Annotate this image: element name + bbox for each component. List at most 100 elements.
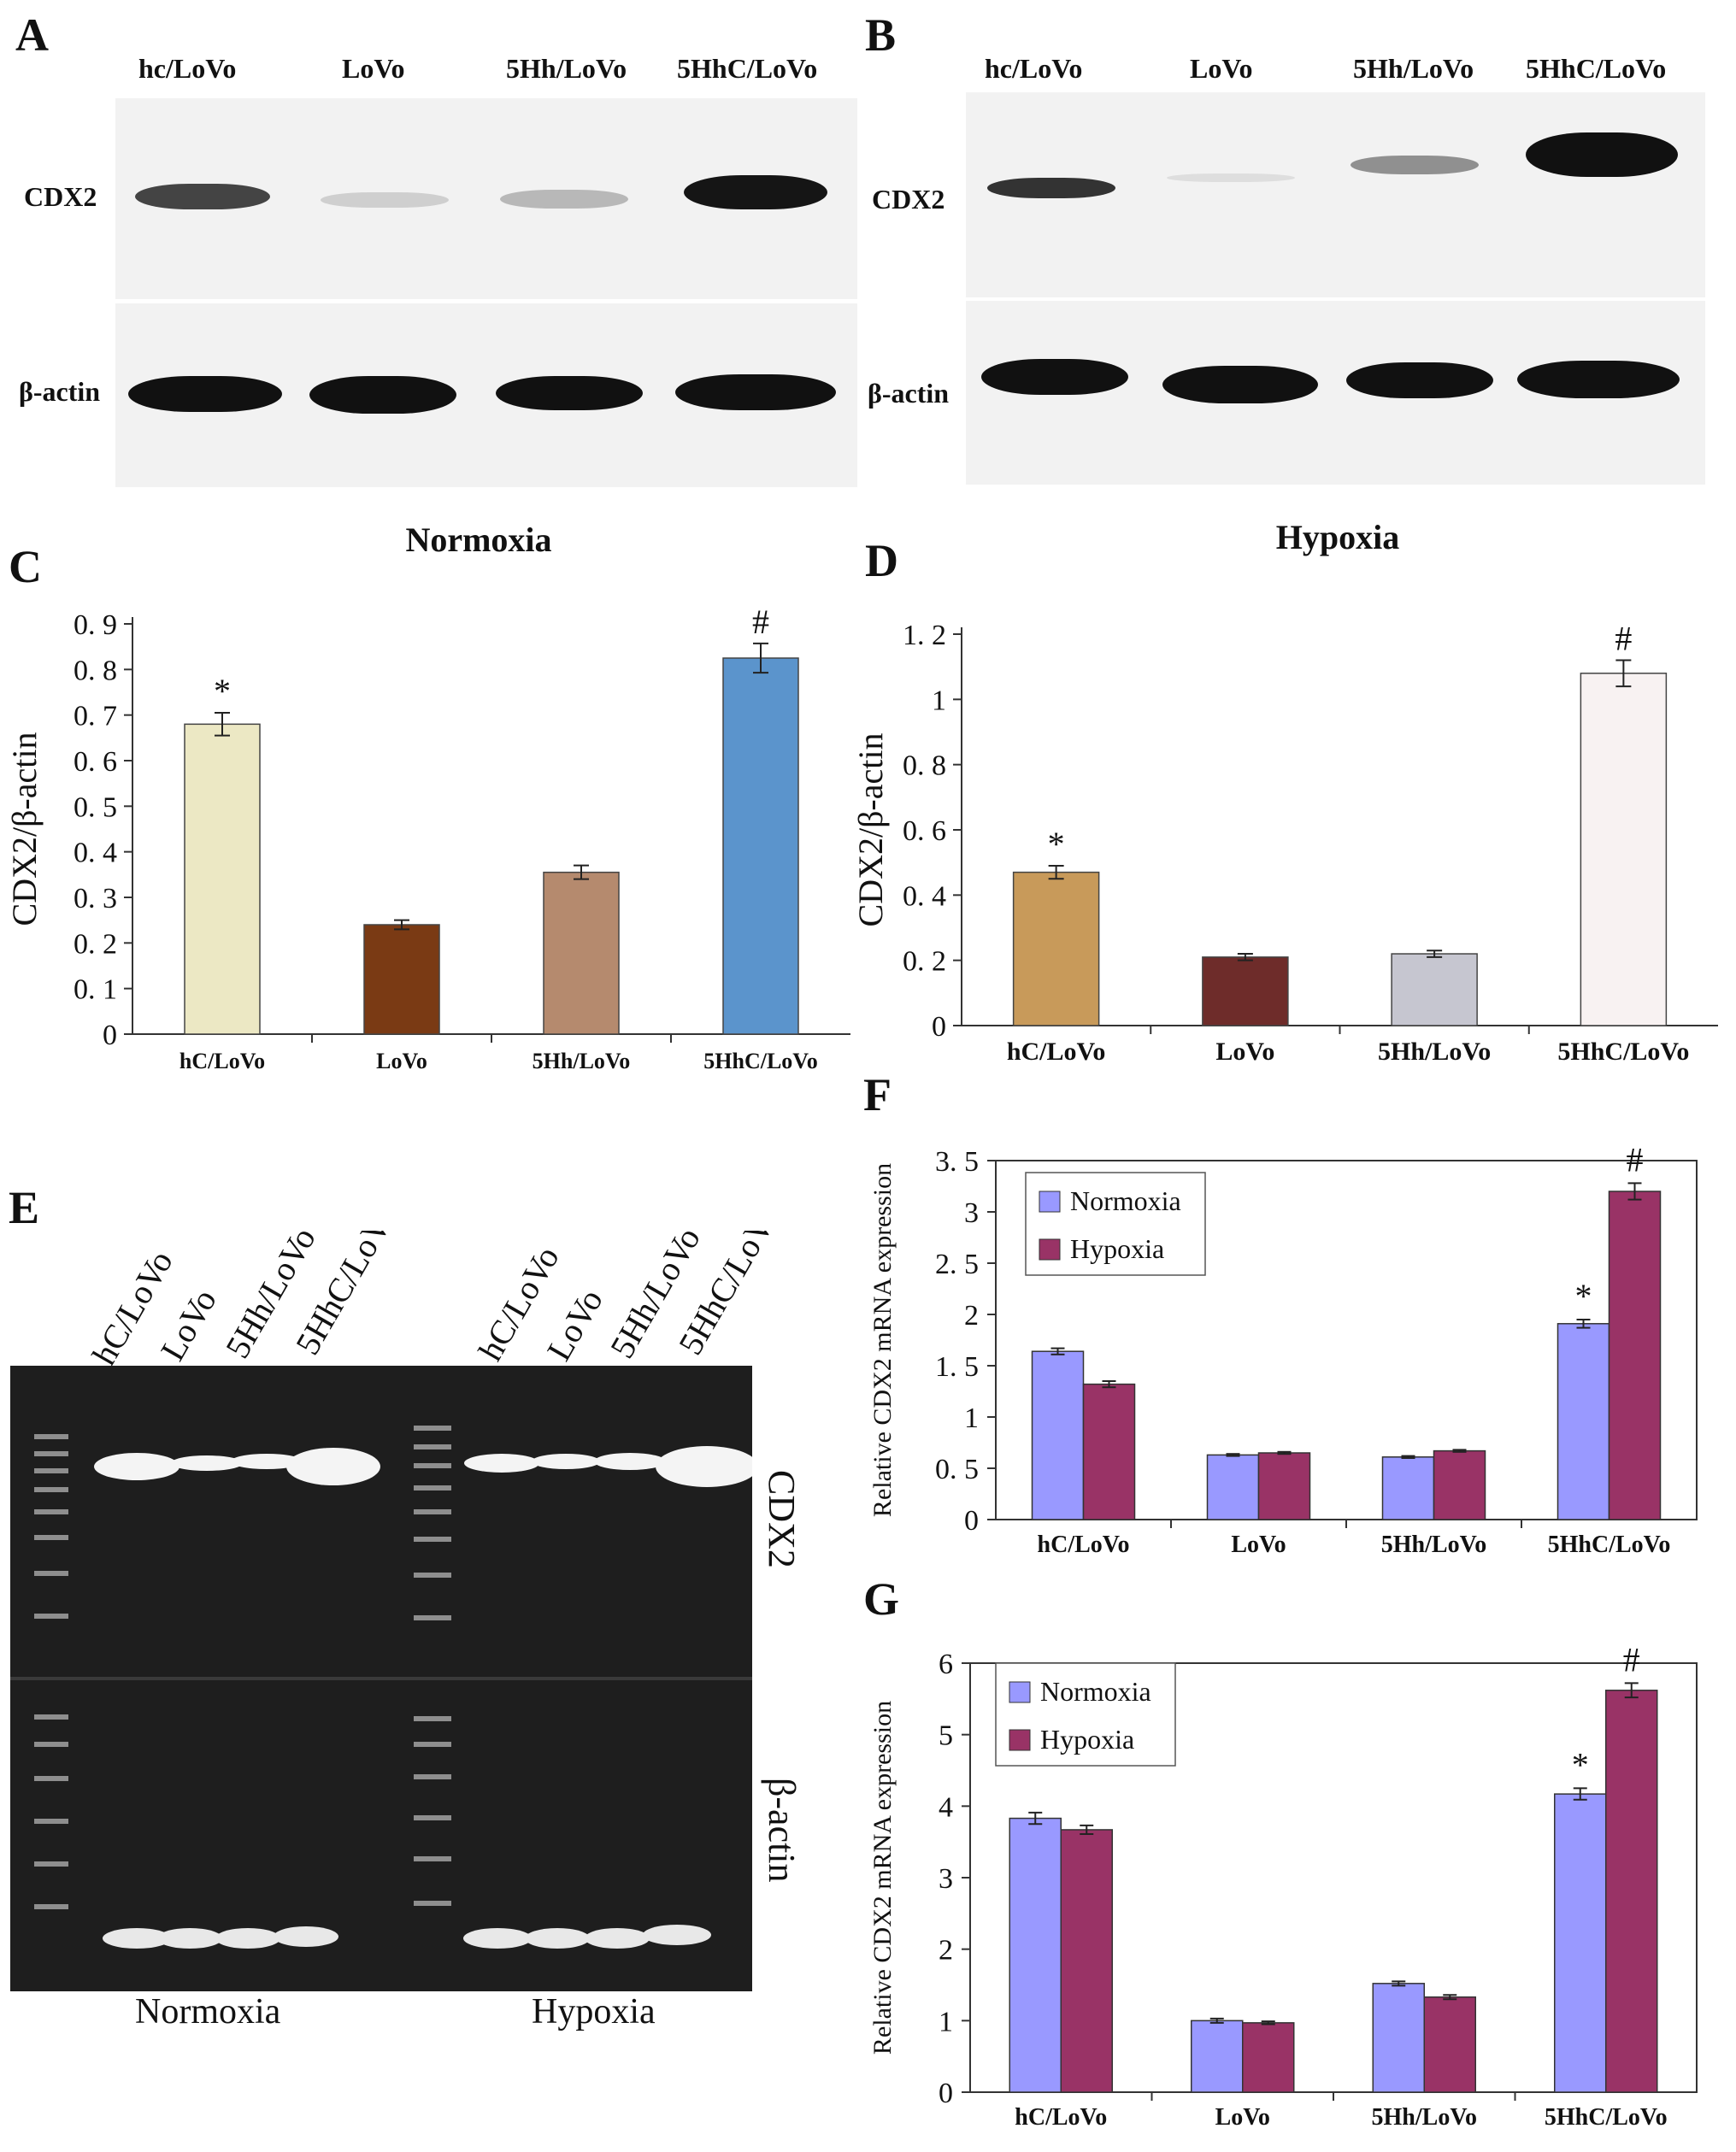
- y-tick-label: 2. 5: [935, 1249, 979, 1280]
- blot-b-lane-label: 5Hh/LoVo: [1353, 53, 1474, 84]
- blot-a-actin-band: [675, 374, 836, 410]
- x-tick-label: hC/LoVo: [1038, 1532, 1130, 1558]
- bar: [1191, 2020, 1244, 2093]
- blot-b-actin-band: [1346, 362, 1493, 398]
- y-tick-label: 3: [939, 1863, 953, 1895]
- x-tick-label: 5Hh/LoVo: [1381, 1532, 1486, 1558]
- significance-mark: *: [1048, 825, 1065, 863]
- blot-b-actin-band: [1517, 361, 1680, 398]
- y-tick-label: 1. 2: [903, 620, 946, 651]
- panel-a-letter: A: [15, 9, 49, 61]
- blot-b-actin-band: [981, 359, 1128, 395]
- gel-band: [231, 1454, 303, 1469]
- y-tick-label: 0. 3: [74, 883, 117, 914]
- gel-band: [656, 1446, 752, 1487]
- x-tick-label: 5Hh/LoVo: [1378, 1038, 1491, 1066]
- bar: [1605, 1690, 1658, 2093]
- chart-d-hypoxia: Hypoxia CDX2/β-actin 0 0. 2 0. 4 0. 6 0. 8 1 1. …: [855, 518, 1718, 1066]
- x-tick-label: 5HhC/LoVo: [1545, 2104, 1668, 2131]
- x-tick-label: LoVo: [1231, 1532, 1286, 1558]
- legend-label: Normoxia: [1070, 1185, 1181, 1216]
- blot-b-lane-label: 5HhC/LoVo: [1526, 53, 1667, 84]
- bar: [1031, 1350, 1085, 1520]
- y-tick-label: 1: [939, 2006, 953, 2037]
- significance-mark: #: [1627, 1140, 1644, 1179]
- y-tick-label: 0. 5: [935, 1454, 979, 1485]
- blot-a-actin-band: [309, 376, 456, 414]
- gel-band: [286, 1448, 380, 1485]
- y-tick-label: 0. 8: [74, 655, 117, 686]
- bar: [722, 657, 799, 1035]
- blot-b-cdx2-band: [1167, 173, 1295, 182]
- chart-title: Hypoxia: [1276, 518, 1399, 556]
- y-tick-label: 0. 9: [74, 609, 117, 641]
- y-tick-label: 0: [103, 1020, 117, 1051]
- y-tick-label: 2: [964, 1300, 979, 1332]
- blot-a-lane-label: hc/LoVo: [138, 53, 237, 84]
- bar: [363, 924, 440, 1035]
- bar: [1372, 1983, 1425, 2093]
- gel-bottom-label-hypoxia: Hypoxia: [532, 1992, 656, 2031]
- y-tick-label: 0. 7: [74, 701, 117, 732]
- y-axis-label: Relative CDX2 mRNA expression: [868, 1163, 897, 1517]
- y-tick-label: 3. 5: [935, 1146, 979, 1178]
- x-tick-label: LoVo: [376, 1049, 427, 1073]
- bar: [1554, 1793, 1607, 2093]
- y-tick-label: 0. 1: [74, 974, 117, 1006]
- y-tick-label: 0. 8: [903, 750, 946, 782]
- gel-band: [274, 1926, 338, 1947]
- y-tick-label: 0. 5: [74, 791, 117, 823]
- y-axis-label: CDX2/β-actin: [855, 733, 890, 927]
- blot-b-lane-label: hc/LoVo: [985, 53, 1083, 84]
- blot-a-cdx2-band: [321, 192, 449, 208]
- x-tick-label: hC/LoVo: [179, 1049, 265, 1073]
- gel-bands: [34, 1426, 752, 1949]
- blot-a-actin-band: [496, 376, 643, 410]
- chart-title: Normoxia: [405, 520, 551, 559]
- gel-band: [215, 1928, 280, 1949]
- significance-mark: *: [1572, 1745, 1589, 1784]
- y-tick-label: 0. 4: [903, 880, 946, 912]
- bar: [543, 871, 620, 1035]
- panel-b-letter: B: [865, 9, 897, 61]
- x-tick-label: LoVo: [1215, 2104, 1270, 2131]
- bar: [1206, 1454, 1260, 1520]
- blot-b-actin-band: [1162, 366, 1318, 403]
- gel-band: [103, 1928, 171, 1949]
- bar: [1391, 953, 1478, 1026]
- blot-b-row-label-cdx2: CDX2: [872, 184, 945, 215]
- significance-mark: #: [1615, 620, 1632, 658]
- gel-band: [594, 1453, 666, 1470]
- gel-actin-bands: [103, 1925, 711, 1949]
- y-tick-label: 1: [932, 685, 946, 716]
- y-tick-label: 0. 2: [903, 946, 946, 978]
- panel-g-letter: G: [863, 1573, 900, 1625]
- bar: [1433, 1449, 1486, 1520]
- blot-a-cdx2-band: [500, 190, 628, 209]
- panel-f-letter: F: [863, 1069, 892, 1120]
- blot-b-cdx2-band: [1351, 156, 1479, 174]
- gel-band: [464, 1454, 539, 1473]
- x-tick-label: 5HhC/LoVo: [703, 1049, 817, 1073]
- blot-a-lane-label: 5Hh/LoVo: [506, 53, 627, 84]
- bar: [1557, 1323, 1610, 1520]
- blot-b-cdx2-band: [1526, 132, 1678, 177]
- y-tick-label: 4: [939, 1791, 953, 1823]
- significance-mark: #: [1623, 1640, 1640, 1679]
- x-tick-label: hC/LoVo: [1007, 1038, 1106, 1066]
- significance-mark: *: [1575, 1277, 1592, 1315]
- blot-a-row-label-actin: β-actin: [19, 376, 101, 407]
- blot-a-row-label-cdx2: CDX2: [24, 181, 97, 212]
- bar: [1608, 1191, 1662, 1520]
- y-axis-label: Relative CDX2 mRNA expression: [868, 1701, 897, 2055]
- legend-label: Hypoxia: [1070, 1233, 1164, 1264]
- gel-band: [157, 1928, 222, 1949]
- x-tick-label: 5HhC/LoVo: [1557, 1038, 1689, 1066]
- gel-band: [643, 1925, 711, 1945]
- y-tick-label: 6: [939, 1649, 953, 1680]
- ladder-left: [34, 1434, 68, 1909]
- y-tick-label: 0. 4: [74, 838, 117, 869]
- y-tick-label: 0: [939, 2078, 953, 2109]
- legend-label: Normoxia: [1040, 1676, 1151, 1707]
- gel-band: [171, 1455, 243, 1471]
